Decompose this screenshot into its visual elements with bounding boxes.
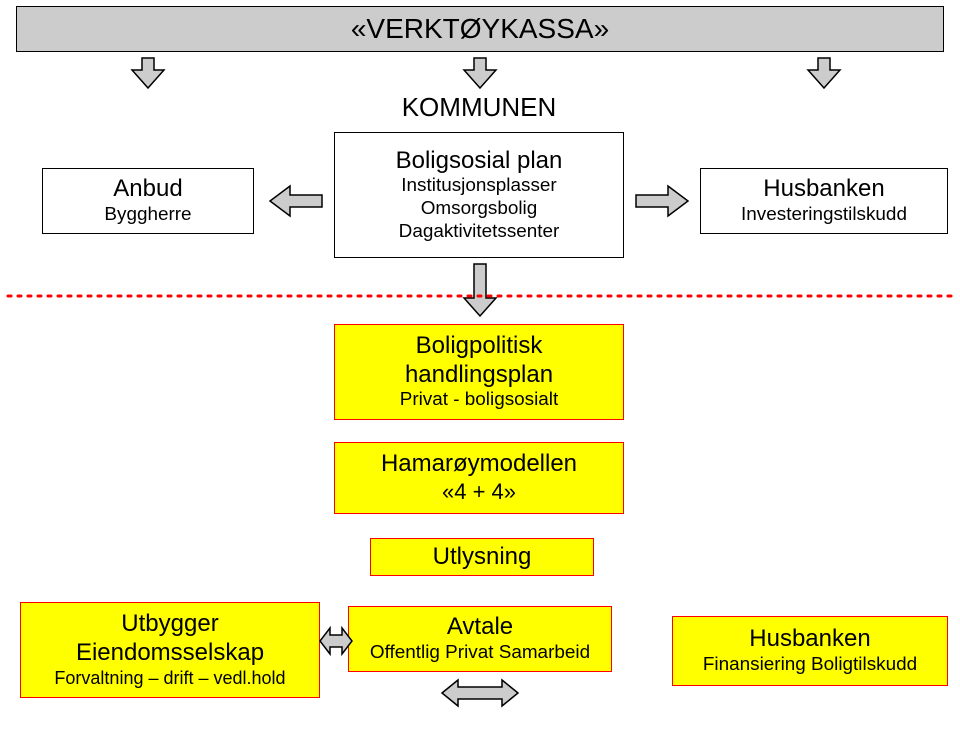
avtale-box: Avtale Offentlig Privat Samarbeid [348, 606, 612, 672]
title-text: «VERKTØYKASSA» [351, 12, 609, 46]
kommunen-block: Boligsosial plan Institusjonsplasser Oms… [334, 132, 624, 258]
kommunen-label: KOMMUNEN [334, 90, 624, 126]
utbygger-l2: Eiendomsselskap [76, 639, 264, 668]
arrow-down-title-center [462, 56, 498, 90]
title-bar: «VERKTØYKASSA» [16, 6, 944, 52]
utbygger-l1: Utbygger [121, 610, 218, 639]
arrow-double-avtale-husbanken [440, 676, 520, 710]
hamaroy-l2: «4 + 4» [442, 479, 516, 505]
avtale-l2: Offentlig Privat Samarbeid [370, 642, 590, 665]
kommunen-l4: Dagaktivitetssenter [399, 221, 560, 244]
red-dashed-divider [0, 292, 960, 300]
boligpolitisk-l2: handlingsplan [405, 361, 553, 390]
avtale-l1: Avtale [447, 613, 513, 642]
utbygger-box: Utbygger Eiendomsselskap Forvaltning – d… [20, 602, 320, 698]
husbanken-bot-l1: Husbanken [749, 625, 870, 654]
arrow-down-title-right [806, 56, 842, 90]
hamaroy-box: Hamarøymodellen «4 + 4» [334, 442, 624, 514]
kommunen-l1: Boligsosial plan [396, 147, 563, 176]
boligpolitisk-box: Boligpolitisk handlingsplan Privat - bol… [334, 324, 624, 420]
arrow-double-utbygger-avtale [318, 624, 354, 658]
arrow-left-kommunen-to-anbud [268, 184, 324, 218]
husbanken-top-sub: Investeringstilskudd [741, 204, 907, 227]
boligpolitisk-l1: Boligpolitisk [416, 332, 543, 361]
kommunen-l3: Omsorgsbolig [421, 198, 538, 221]
arrow-down-title-left [130, 56, 166, 90]
kommunen-l2: Institusjonsplasser [401, 175, 556, 198]
husbanken-top-title: Husbanken [763, 175, 884, 204]
hamaroy-l1: Hamarøymodellen [381, 450, 577, 479]
anbud-box: Anbud Byggherre [42, 168, 254, 234]
utlysning-text: Utlysning [433, 543, 532, 572]
anbud-sub: Byggherre [104, 204, 191, 227]
anbud-title: Anbud [113, 175, 182, 204]
husbanken-bottom-box: Husbanken Finansiering Boligtilskudd [672, 616, 948, 686]
arrow-down-kommunen-to-boligpolitisk [462, 262, 498, 318]
husbanken-top-box: Husbanken Investeringstilskudd [700, 168, 948, 234]
utlysning-box: Utlysning [370, 538, 594, 576]
boligpolitisk-l3: Privat - boligsosialt [400, 389, 559, 412]
arrow-right-kommunen-to-husbanken [634, 184, 690, 218]
kommunen-text: KOMMUNEN [402, 92, 557, 123]
husbanken-bot-l2: Finansiering Boligtilskudd [703, 654, 917, 677]
utbygger-l3: Forvaltning – drift – vedl.hold [54, 668, 285, 690]
